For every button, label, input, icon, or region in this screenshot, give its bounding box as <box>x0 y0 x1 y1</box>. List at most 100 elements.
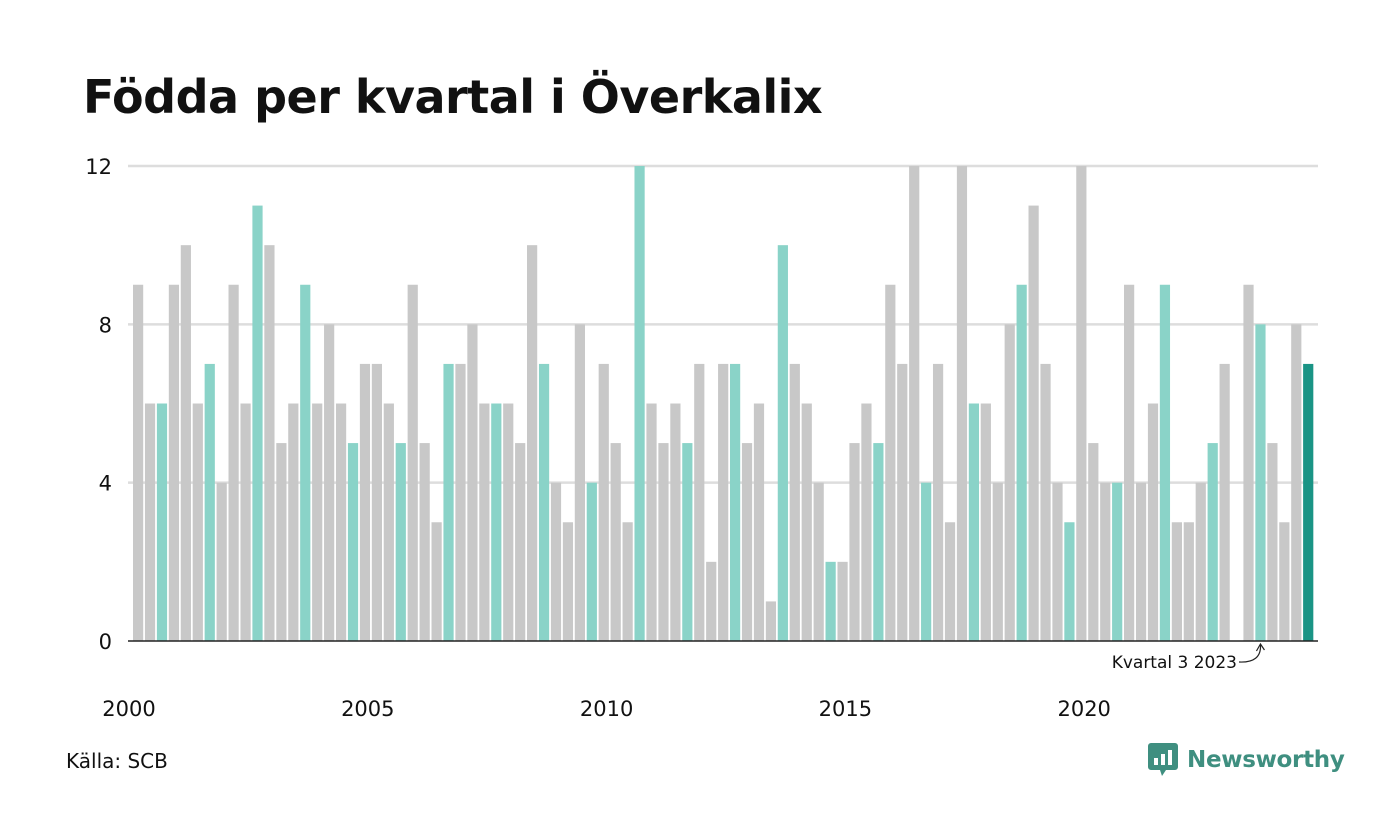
bar <box>706 561 717 641</box>
bar <box>491 403 502 641</box>
bar <box>1195 482 1206 641</box>
bar <box>347 443 359 641</box>
chart-title: Födda per kvartal i Överkalix <box>83 70 823 124</box>
bar <box>527 245 538 642</box>
bar <box>1183 522 1194 641</box>
bar <box>133 284 144 641</box>
bar <box>873 443 884 641</box>
y-axis: 0 4 8 12 <box>85 155 112 654</box>
bar <box>1219 363 1230 641</box>
bar <box>467 324 478 641</box>
bar <box>538 363 550 641</box>
bars <box>133 166 1314 642</box>
bar <box>586 482 597 641</box>
bar <box>897 363 908 641</box>
bar <box>574 324 585 641</box>
bar <box>658 443 669 641</box>
bar <box>419 443 430 641</box>
bar <box>1243 284 1254 641</box>
bar <box>921 482 932 641</box>
newsworthy-logo-icon <box>1148 743 1178 776</box>
bar <box>741 443 753 641</box>
bar <box>885 284 896 641</box>
bar <box>371 363 382 641</box>
bar <box>777 245 788 642</box>
bar <box>407 284 418 641</box>
bar <box>1112 482 1123 641</box>
bar <box>383 403 394 641</box>
x-tick-label: 2015 <box>819 697 872 721</box>
bar <box>670 403 681 641</box>
bar <box>968 403 979 641</box>
bar <box>550 482 562 641</box>
y-tick-label: 0 <box>99 630 112 654</box>
bar <box>276 443 287 641</box>
bar <box>801 403 812 641</box>
bar <box>479 403 490 641</box>
x-tick-label: 2020 <box>1057 697 1110 721</box>
bar <box>1291 324 1302 641</box>
x-tick-label: 2005 <box>341 697 394 721</box>
bar <box>156 403 168 641</box>
bar <box>622 522 633 641</box>
bar <box>682 443 693 641</box>
bar <box>1064 522 1075 641</box>
bar <box>1124 284 1135 641</box>
brand-logo: Newsworthy <box>1148 743 1345 777</box>
bar <box>324 324 335 641</box>
x-tick-label: 2010 <box>580 697 633 721</box>
bar <box>1028 205 1039 641</box>
bar <box>849 443 860 641</box>
bar <box>1088 443 1099 641</box>
bar <box>956 166 968 641</box>
y-tick-label: 4 <box>99 472 112 496</box>
bar <box>312 403 323 641</box>
bar <box>395 443 406 641</box>
source-label: Källa: SCB <box>66 749 168 773</box>
bar <box>1171 522 1182 641</box>
brand-name: Newsworthy <box>1187 747 1345 773</box>
bar <box>216 482 227 641</box>
bar <box>443 363 454 641</box>
bar <box>335 403 347 641</box>
bar <box>837 561 848 641</box>
bar <box>228 284 239 641</box>
bar <box>503 403 514 641</box>
bar <box>168 284 180 641</box>
bar <box>1052 482 1063 641</box>
bar <box>204 363 215 641</box>
bar <box>1303 363 1314 641</box>
bar <box>694 363 705 641</box>
bar <box>1016 284 1027 641</box>
bar <box>1279 522 1290 641</box>
x-axis: 2000 2005 2010 2015 2020 <box>102 640 1318 721</box>
bar <box>515 443 526 641</box>
y-tick-label: 12 <box>85 155 112 179</box>
bar <box>646 403 657 641</box>
bar <box>980 403 991 641</box>
bar <box>1159 284 1171 641</box>
bar <box>813 482 824 641</box>
bar <box>789 363 800 641</box>
bar <box>359 363 371 641</box>
bar <box>825 561 836 641</box>
bar <box>1255 324 1266 641</box>
bar <box>765 601 777 641</box>
bar <box>1135 482 1147 641</box>
bar <box>861 403 872 641</box>
bar <box>1207 443 1218 641</box>
bar <box>1004 324 1015 641</box>
bar <box>192 403 203 641</box>
bar <box>455 363 466 641</box>
annotation-arrow <box>1238 644 1262 663</box>
bar <box>431 522 442 641</box>
bar <box>932 363 944 641</box>
bar <box>753 403 765 641</box>
annotation: Kvartal 3 2023 <box>1112 642 1265 673</box>
bar <box>909 166 920 641</box>
bar <box>562 522 574 641</box>
bar <box>1147 403 1159 641</box>
x-tick-label: 2000 <box>102 697 155 721</box>
bar <box>288 403 299 641</box>
bar <box>610 443 621 641</box>
